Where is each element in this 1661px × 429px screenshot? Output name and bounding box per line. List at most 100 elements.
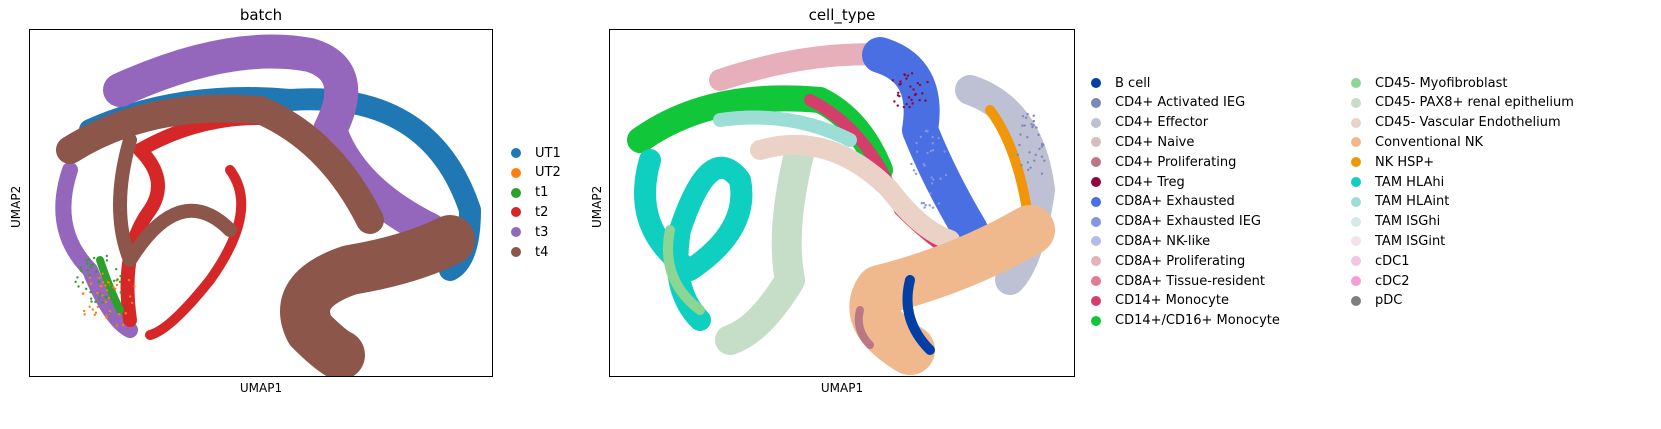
legend-item: t1 [511, 184, 548, 202]
legend-marker [1091, 97, 1101, 108]
legend-item: cDC1 [1351, 252, 1410, 270]
points-cd4-treg [916, 81, 920, 85]
points-cd4-activated-ieg [1032, 119, 1036, 123]
points-UT2 [127, 278, 131, 282]
points-cd4-treg [921, 92, 924, 95]
legend-marker [1091, 216, 1101, 227]
points-UT2 [88, 276, 92, 280]
points-cd4-treg [891, 79, 895, 82]
legend-item: CD8A+ NK-like [1091, 232, 1210, 250]
legend-marker [1351, 256, 1361, 267]
legend-label: CD14+/CD16+ Monocyte [1115, 313, 1280, 329]
points-t1 [105, 296, 109, 299]
legend-marker [511, 207, 521, 218]
points-cd4-treg [926, 80, 929, 84]
legend-item: CD45- Vascular Endothelium [1351, 114, 1561, 132]
points-t1 [98, 296, 101, 300]
points-cd4-treg [907, 96, 911, 99]
legend-label: CD14+ Monocyte [1115, 293, 1229, 309]
legend-marker [1091, 177, 1101, 187]
points-cd4-activated-ieg [1021, 124, 1024, 127]
points-t1 [80, 269, 83, 273]
points-UT2 [101, 281, 105, 284]
legend-item: NK HSP+ [1351, 153, 1434, 171]
legend-label: TAM HLAhi [1375, 174, 1445, 190]
points-cd8-exhausted-ieg [937, 202, 941, 205]
points-cd4-activated-ieg [1028, 151, 1031, 154]
legend-label: TAM ISGint [1375, 233, 1446, 249]
cluster-tam-hlaint [713, 110, 857, 147]
legend-marker [1091, 276, 1101, 286]
points-t1 [77, 285, 80, 288]
points-t1 [86, 262, 89, 265]
cluster-cd4-prolif [854, 306, 874, 349]
points-UT2 [98, 276, 101, 279]
points-t1 [103, 265, 106, 268]
points-cd8-exhausted-ieg [939, 177, 942, 180]
points-cd4-treg [910, 98, 913, 102]
points-t1 [119, 274, 122, 278]
points-cd4-activated-ieg [1026, 161, 1030, 164]
legend-item: CD8A+ Tissue-resident [1091, 272, 1265, 290]
points-UT2 [115, 324, 118, 327]
legend-marker [1351, 78, 1361, 88]
points-t1 [92, 256, 96, 260]
legend-label: t1 [535, 185, 549, 201]
legend-marker [511, 187, 521, 198]
legend-marker [1351, 97, 1361, 108]
legend-label: CD45- PAX8+ renal epithelium [1375, 95, 1574, 111]
cluster-vasc-endo [750, 135, 960, 250]
legend-label: t4 [535, 244, 549, 260]
points-cd4-activated-ieg [1042, 143, 1045, 147]
points-cd4-treg [924, 99, 927, 102]
points-cd8-exhausted-ieg [922, 163, 926, 166]
points-cd8-exhausted-ieg [931, 142, 935, 145]
points-UT2 [105, 314, 108, 317]
legend-item: TAM HLAint [1351, 193, 1449, 211]
points-UT2 [94, 311, 98, 314]
legend-label: pDC [1375, 293, 1403, 309]
points-cd4-activated-ieg [1026, 136, 1029, 139]
points-cd8-exhausted-ieg [930, 176, 933, 179]
legend-item: TAM ISGhi [1351, 213, 1440, 231]
legend-item: CD8A+ Exhausted [1091, 193, 1235, 211]
points-cd8-exhausted-ieg [910, 162, 913, 166]
points-cd8-exhausted-ieg [931, 149, 935, 152]
points-t1 [112, 279, 116, 282]
legend-marker [511, 247, 521, 257]
legend-label: CD8A+ Exhausted IEG [1115, 214, 1262, 230]
cluster-t4-tail [280, 215, 475, 376]
points-cd8-exhausted-ieg [931, 206, 935, 209]
legend-label: CD45- Myofibroblast [1375, 75, 1508, 91]
points-cd4-treg [905, 102, 908, 106]
legend-marker [511, 148, 521, 158]
points-UT2 [133, 285, 136, 288]
legend-marker [1351, 157, 1361, 168]
legend-item: t3 [511, 223, 548, 241]
points-cd8-exhausted-ieg [943, 150, 946, 153]
legend-marker [511, 227, 521, 238]
legend-item: CD4+ Treg [1091, 173, 1185, 191]
points-UT2 [104, 300, 108, 304]
legend-marker [1351, 117, 1361, 128]
points-UT2 [105, 289, 109, 292]
batch-xlabel: UMAP1 [239, 381, 283, 395]
batch-ylabel: UMAP2 [9, 185, 23, 228]
points-cd8-exhausted-ieg [928, 204, 931, 207]
legend-label: TAM ISGhi [1375, 214, 1441, 230]
legend-marker [1091, 157, 1101, 168]
cluster-t2-b [145, 165, 247, 340]
points-cd4-activated-ieg [1020, 164, 1023, 167]
points-cd4-activated-ieg [1031, 125, 1034, 129]
cluster-myofibroblast [663, 225, 705, 315]
legend-label: CD8A+ Exhausted [1115, 194, 1235, 210]
points-UT2 [115, 283, 119, 287]
points-cd4-treg [908, 105, 911, 109]
points-UT2 [124, 312, 127, 315]
points-t1 [119, 291, 122, 294]
points-t1 [88, 258, 91, 261]
points-UT2 [81, 292, 85, 295]
legend-label: UT2 [535, 165, 561, 181]
points-cd8-exhausted-ieg [915, 150, 919, 153]
points-cd4-treg [902, 105, 906, 109]
